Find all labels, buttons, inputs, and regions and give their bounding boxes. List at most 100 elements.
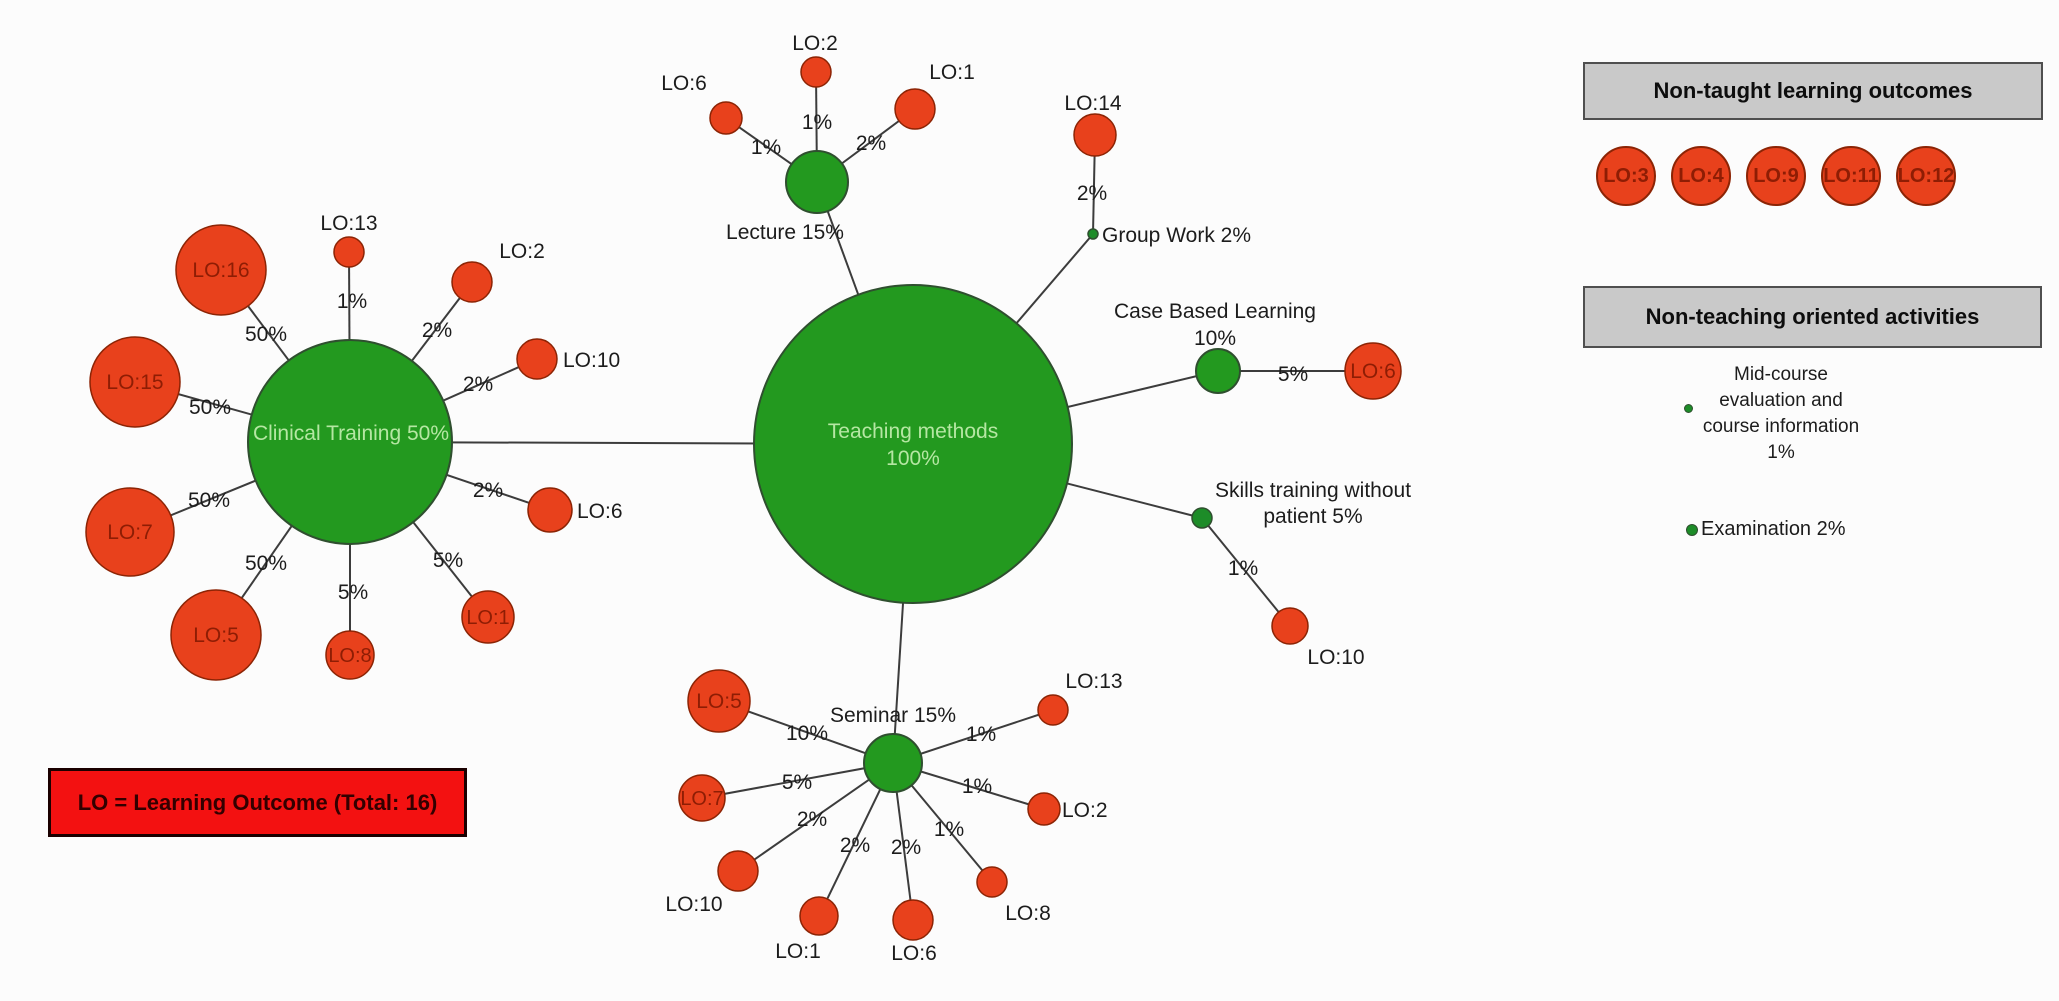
node-label-ct_lo8: LO:8	[328, 645, 371, 667]
node-ct_lo5	[170, 589, 262, 681]
node-ct_lo2	[451, 261, 493, 303]
examination-item: Examination 2%	[1686, 518, 1846, 541]
node-ct_lo10	[516, 338, 558, 380]
edge-label-sem-sem_lo7: 5%	[782, 771, 812, 794]
edge-label-ct-ct_lo13: 1%	[337, 290, 367, 313]
node-label-tm: Teaching methods	[828, 420, 998, 443]
node-ct_lo15	[89, 336, 181, 428]
edge-label-sem-sem_lo1: 2%	[840, 834, 870, 857]
node-lec_lo6	[709, 101, 743, 135]
node-sem_lo2	[1027, 792, 1061, 826]
node-skills	[1191, 507, 1213, 529]
node-gw_lo14	[1073, 113, 1117, 157]
edge-label-ct-ct_lo15: 50%	[189, 396, 231, 419]
node-ct	[247, 339, 453, 545]
node-label-ct_lo5: LO:5	[193, 624, 239, 647]
node-cbl_lo6	[1344, 342, 1402, 400]
node-cbl	[1195, 348, 1241, 394]
edge-label-sem-sem_lo6: 2%	[891, 836, 921, 859]
node-label-gw: Group Work 2%	[1102, 224, 1251, 247]
edge-label-ct-ct_lo2: 2%	[422, 319, 452, 342]
edge-sem-sem_lo7	[701, 762, 894, 799]
non-teaching-activities-header: Non-teaching oriented activities	[1583, 286, 2042, 348]
mid-course-line: evaluation and	[1719, 390, 1843, 411]
non-taught-outcome-label: LO:11	[1823, 164, 1879, 187]
edge-label-ct-ct_lo1: 5%	[433, 549, 463, 572]
non-taught-outcome-node: LO:9	[1746, 146, 1806, 206]
node-ct_lo6	[527, 487, 573, 533]
node-label-lec_lo2: LO:2	[792, 32, 838, 55]
mid-course-line: 1%	[1767, 442, 1795, 463]
edge-label-skills-sk_lo10: 1%	[1228, 557, 1258, 580]
node-ct_lo13	[333, 236, 365, 268]
node-sem_lo13	[1037, 694, 1069, 726]
edge-label-lec-lec_lo2: 1%	[802, 111, 832, 134]
edge-skills-sk_lo10	[1201, 517, 1291, 627]
node-sem_lo8	[976, 866, 1008, 898]
legend-box: LO = Learning Outcome (Total: 16)	[48, 768, 467, 837]
node-ct_lo16	[175, 224, 267, 316]
node-label-lec: Lecture 15%	[726, 221, 844, 244]
node-label-ct_lo6: LO:6	[577, 500, 623, 523]
node-lec_lo2	[800, 56, 832, 88]
edge-label-ct-ct_lo7: 50%	[188, 489, 230, 512]
edge-label-ct-ct_lo6: 2%	[473, 479, 503, 502]
edge-label-cbl-cbl_lo6: 5%	[1278, 363, 1308, 386]
node-label-sem_lo5: LO:5	[696, 690, 742, 713]
mid-course-line: Mid-course	[1734, 364, 1828, 385]
edge-label-ct-ct_lo10: 2%	[463, 373, 493, 396]
non-taught-outcome-node: LO:11	[1821, 146, 1881, 206]
edge-label-lec-lec_lo1: 2%	[856, 132, 886, 155]
node-label-sem_lo13: LO:13	[1065, 670, 1122, 693]
edge-label-ct-ct_lo8: 5%	[338, 581, 368, 604]
node-lec_lo1	[894, 88, 936, 130]
node-sem_lo1	[799, 896, 839, 936]
node-label-sk_lo10: LO:10	[1307, 646, 1364, 669]
non-taught-outcomes-header: Non-taught learning outcomes	[1583, 62, 2043, 120]
node-ct_lo8	[325, 630, 375, 680]
mid-course-evaluation-item: Mid-course evaluation and course informa…	[1651, 362, 1911, 466]
node-label-lec_lo6: LO:6	[661, 72, 707, 95]
non-taught-outcomes-list: LO:3 LO:4 LO:9 LO:11 LO:12	[1596, 146, 1956, 206]
edge-label-ct-ct_lo5: 50%	[245, 552, 287, 575]
node-label-sem_lo10: LO:10	[665, 893, 722, 916]
edge-label-gw-gw_lo14: 2%	[1077, 182, 1107, 205]
node-label-cbl: 10%	[1194, 327, 1236, 350]
node-ct_lo1	[461, 590, 515, 644]
node-label-cbl: Case Based Learning	[1114, 300, 1316, 323]
node-label-sem_lo8: LO:8	[1005, 902, 1051, 925]
non-taught-outcome-label: LO:4	[1678, 164, 1724, 187]
node-label-ct: Clinical Training 50%	[253, 422, 449, 445]
node-label-tm: 100%	[886, 447, 940, 470]
node-label-skills: patient 5%	[1263, 505, 1362, 528]
node-label-sem_lo6: LO:6	[891, 942, 937, 965]
non-taught-outcome-node: LO:3	[1596, 146, 1656, 206]
node-sem_lo7	[678, 774, 726, 822]
node-lec	[785, 150, 849, 214]
non-taught-outcome-node: LO:12	[1896, 146, 1956, 206]
node-gw	[1087, 228, 1099, 240]
node-label-gw_lo14: LO:14	[1064, 92, 1122, 115]
legend-text: LO = Learning Outcome (Total: 16)	[77, 789, 438, 815]
mid-course-dot-icon	[1684, 404, 1693, 413]
node-label-sem: Seminar 15%	[830, 704, 956, 727]
edge-label-sem-sem_lo8: 1%	[934, 818, 964, 841]
node-label-ct_lo1: LO:1	[466, 607, 509, 629]
node-label-cbl_lo6: LO:6	[1350, 360, 1396, 383]
node-label-sem_lo1: LO:1	[775, 940, 821, 963]
edge-label-lec-lec_lo6: 1%	[751, 136, 781, 159]
node-tm	[753, 284, 1073, 604]
edge-label-sem-sem_lo10: 2%	[797, 808, 827, 831]
non-teaching-activities-title: Non-teaching oriented activities	[1645, 304, 1980, 329]
node-sem_lo5	[687, 669, 751, 733]
node-sem_lo10	[717, 850, 759, 892]
node-label-lec_lo1: LO:1	[929, 61, 975, 84]
node-label-sem_lo2: LO:2	[1062, 799, 1108, 822]
node-label-ct_lo7: LO:7	[107, 521, 153, 544]
non-taught-outcome-node: LO:4	[1671, 146, 1731, 206]
node-label-ct_lo13: LO:13	[320, 212, 377, 235]
edge-sem-sem_lo10	[737, 762, 894, 872]
node-ct_lo7	[85, 487, 175, 577]
